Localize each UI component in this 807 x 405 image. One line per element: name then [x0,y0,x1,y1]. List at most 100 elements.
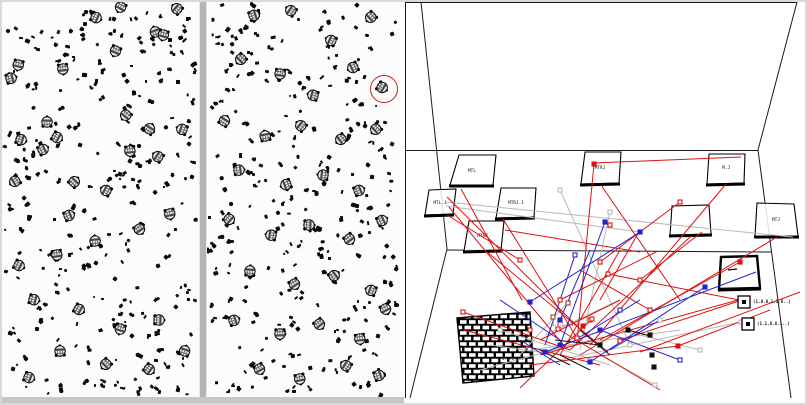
arena-dot [303,206,309,212]
robot-icon-glyph [177,344,191,358]
network-node [591,161,597,167]
network-edge [579,329,611,356]
robot-icon [246,6,264,24]
robot-icon [330,130,350,150]
arena-dot [249,139,255,144]
arena-dot [91,216,97,221]
black-nodes [597,327,657,370]
arena-dot [280,222,285,227]
robot-icon [257,127,273,143]
arena-dot [122,184,127,189]
robot-icon [123,144,138,160]
arena-dot [259,348,265,353]
arena-dot [80,36,86,42]
arena-dot [152,189,158,196]
robot-icon-glyph [346,60,361,74]
robot-icon [273,328,287,342]
arena-dot [25,216,32,223]
robot-icon [21,369,39,387]
arena-dot [278,163,284,169]
arena-dot [146,334,149,339]
network-edge [462,311,571,351]
network-node [607,209,613,215]
robot-icon [280,2,299,20]
network-edge [502,218,578,339]
arena-dot [122,297,128,302]
arena-dot [385,202,391,207]
arena-dot [118,177,121,181]
robot-icon [172,120,190,138]
robot-icon-glyph [274,67,287,81]
robot-icon-glyph [252,361,266,376]
arena-right-half[interactable] [207,2,400,398]
arena-dot [256,180,261,184]
arena-dot [162,185,166,189]
network-edge [579,269,651,311]
arena-dot [327,84,333,88]
network-3d-view[interactable]: MTL MTL.1 MTRJ.1 MTRJ. MTRJ M.J MTJ (1.8.8.1.1.… [404,0,807,405]
arena-dot [119,259,124,265]
arena-dot [15,275,21,281]
arena-dot [23,38,30,44]
network-node [589,316,595,322]
arena-dot [353,25,359,30]
arena-dot [98,97,103,102]
arena-dot [176,79,181,84]
robot-icon-glyph [62,209,76,223]
arena-dot [263,214,268,220]
brick-grid-wall [456,311,535,384]
network-edge [599,329,681,361]
arena-dot [342,329,346,333]
arena-dot [23,202,29,208]
arena-dot [31,105,37,111]
scene-box-label: MTL.1 [433,200,447,206]
robot-icon-glyph [227,314,241,328]
arena-dot [278,291,284,297]
arena-dot [135,286,140,291]
network-edge [593,156,742,164]
arena-dot [129,16,133,21]
network-node [637,277,643,283]
arena-dot [167,364,171,370]
arena-dot [138,94,142,98]
arena-dot [112,275,119,282]
arena-dot [228,62,234,68]
arena-dot [209,105,215,111]
network-node [565,300,571,306]
arena-dot [86,359,91,365]
arena-dot [187,135,192,140]
arena-dot [65,286,71,292]
arena-dot [344,117,350,122]
arena-dot [386,171,392,176]
robot-icon-glyph [89,234,102,248]
arena-dot [335,328,339,332]
arena-dot [282,252,286,256]
robot-icon [335,355,354,374]
arena-dot [306,364,313,371]
arena-dot [247,50,250,55]
node-annotations: (1.8.8.1.1.8..) (1.1.8.8.1..) 1.8.1.8.1 1.1… [502,295,791,361]
arena-dot [350,381,357,387]
arena-dot [293,94,297,99]
arena-dot [136,352,143,359]
arena-dot [35,85,38,91]
robot-icon-glyph [141,362,155,376]
network-edge [589,183,727,346]
arena-dot [364,162,371,169]
robot-icon [95,355,115,375]
arena-dot [6,330,14,337]
robot-icon-glyph [279,177,293,191]
robot-icon-glyph [274,328,286,341]
arena-dot [7,206,13,212]
network-edge [574,299,641,341]
arena-dot [168,44,173,49]
robot-icon [292,372,308,388]
robot-icon [35,140,54,159]
gray-nodes [497,187,744,388]
arena-left-half[interactable] [2,2,199,398]
arena-dot [281,364,287,369]
room-edge [757,1,798,151]
arena-dot [72,57,77,62]
robot-icon-glyph [264,229,278,242]
